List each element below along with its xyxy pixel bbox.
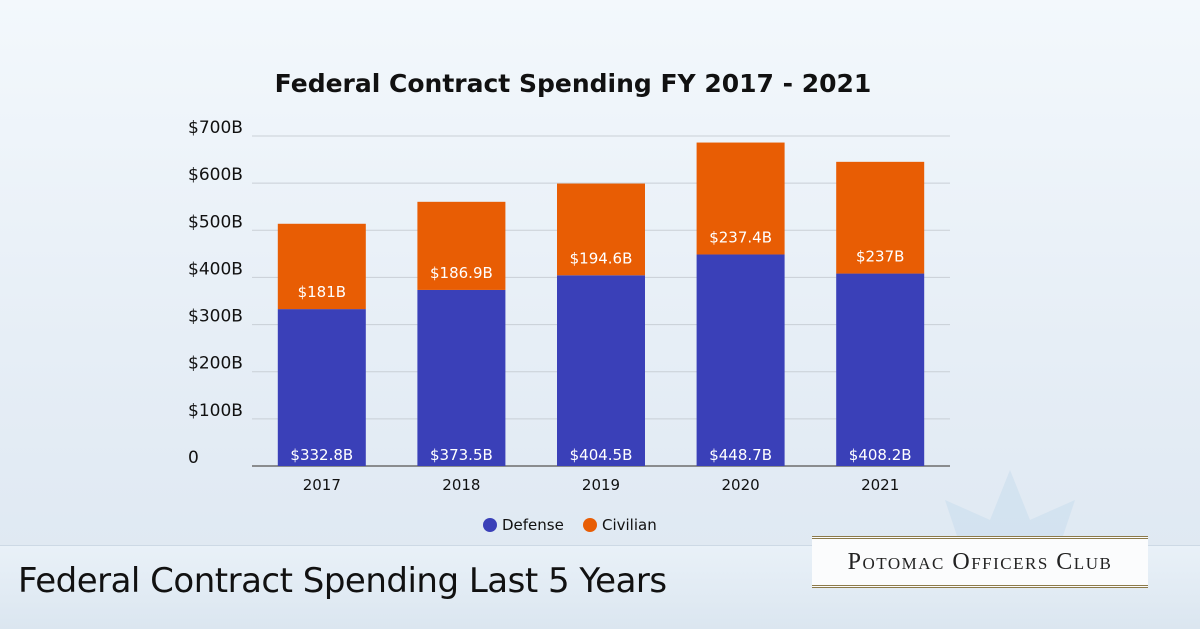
legend: Defense Civilian bbox=[483, 516, 657, 534]
data-label-civilian: $181B bbox=[298, 283, 346, 301]
bars: $332.8B $181B $373.5B $186.9B $404.5B $194.6B… bbox=[277, 142, 925, 466]
x-tick-label: 2021 bbox=[861, 476, 899, 494]
data-label-defense: $332.8B bbox=[290, 446, 353, 464]
data-label-defense: $373.5B bbox=[430, 446, 493, 464]
bar-civilian-2021 bbox=[836, 161, 925, 274]
data-label-civilian: $194.6B bbox=[570, 249, 633, 267]
bar-defense-2017 bbox=[277, 309, 366, 466]
y-tick-label: $300B bbox=[188, 307, 243, 327]
x-tick-label: 2020 bbox=[722, 476, 760, 494]
data-label-defense: $404.5B bbox=[570, 446, 633, 464]
bar-civilian-2017 bbox=[277, 223, 366, 310]
brand-name: Potomac Officers Club bbox=[847, 548, 1113, 575]
y-tick-label: 0 bbox=[188, 448, 199, 468]
bar-defense-2018 bbox=[417, 289, 506, 466]
y-tick-label: $400B bbox=[188, 259, 243, 279]
x-axis-ticks: 2017 2018 2019 2020 2021 bbox=[303, 476, 900, 494]
bar-civilian-2020 bbox=[696, 142, 785, 255]
footer-headline: Federal Contract Spending Last 5 Years bbox=[18, 561, 667, 601]
data-label-civilian: $237B bbox=[856, 248, 904, 266]
bar-defense-2020 bbox=[696, 254, 785, 466]
y-tick-label: $100B bbox=[188, 401, 243, 421]
x-tick-label: 2018 bbox=[442, 476, 480, 494]
x-tick-label: 2017 bbox=[303, 476, 341, 494]
y-tick-label: $200B bbox=[188, 354, 243, 374]
legend-label-civilian: Civilian bbox=[602, 516, 657, 534]
bar-defense-2021 bbox=[836, 273, 925, 466]
legend-label-defense: Defense bbox=[502, 516, 564, 534]
data-label-defense: $408.2B bbox=[849, 446, 912, 464]
brand-logo: Potomac Officers Club bbox=[812, 536, 1148, 588]
bar-civilian-2019 bbox=[557, 183, 645, 276]
y-axis-ticks: 0 $100B $200B $300B $400B $500B $600B $700B bbox=[188, 118, 243, 468]
data-label-civilian: $186.9B bbox=[430, 264, 493, 282]
legend-marker-defense bbox=[483, 518, 497, 532]
data-label-civilian: $237.4B bbox=[709, 228, 772, 246]
legend-marker-civilian bbox=[583, 518, 597, 532]
data-label-defense: $448.7B bbox=[709, 446, 772, 464]
y-tick-label: $500B bbox=[188, 212, 243, 232]
y-tick-label: $700B bbox=[188, 118, 243, 138]
y-tick-label: $600B bbox=[188, 165, 243, 185]
chart-title: Federal Contract Spending FY 2017 - 2021 bbox=[275, 69, 872, 98]
x-tick-label: 2019 bbox=[582, 476, 620, 494]
bar-defense-2019 bbox=[557, 275, 645, 466]
bar-civilian-2018 bbox=[417, 201, 506, 290]
